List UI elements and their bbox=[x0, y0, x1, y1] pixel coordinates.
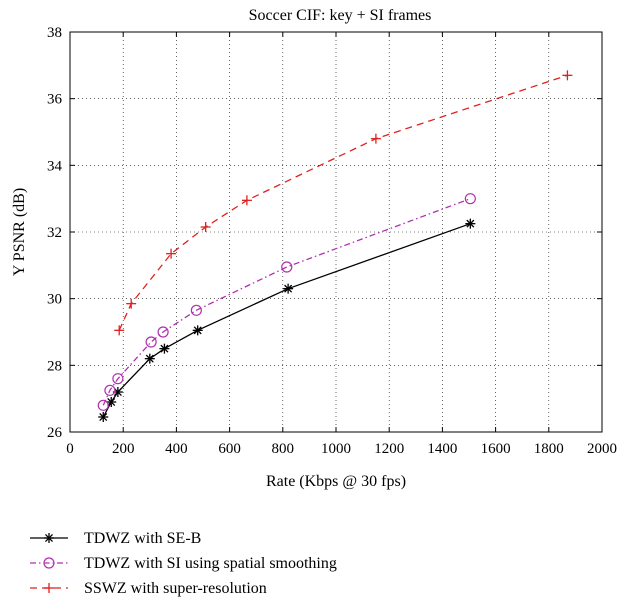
legend-label: TDWZ with SE-B bbox=[84, 530, 201, 547]
y-tick-label: 34 bbox=[47, 158, 63, 174]
data-point-asterisk bbox=[159, 343, 170, 354]
data-point-circle bbox=[104, 384, 116, 396]
series-1 bbox=[98, 218, 476, 422]
data-point-plus bbox=[126, 298, 137, 309]
data-point-circle bbox=[281, 261, 293, 273]
legend-item: TDWZ with SI using spatial smoothing bbox=[30, 555, 337, 572]
y-tick-label: 36 bbox=[47, 92, 63, 108]
series-line bbox=[102, 223, 471, 418]
series-3 bbox=[114, 70, 573, 336]
chart-title: Soccer CIF: key + SI frames bbox=[249, 7, 432, 24]
axis-ticks: 0 200 400 600 800 1000 1200 1400 1600 1800 2000 26 2… bbox=[47, 25, 617, 457]
legend-label: SSWZ with super-resolution bbox=[84, 580, 267, 597]
x-tick-label: 800 bbox=[272, 441, 295, 457]
y-tick-label: 38 bbox=[47, 25, 62, 41]
x-tick-label: 2000 bbox=[587, 441, 617, 457]
series-line bbox=[118, 74, 568, 331]
data-point-circle bbox=[190, 304, 202, 316]
data-point-asterisk bbox=[112, 387, 123, 397]
data-point-asterisk bbox=[192, 325, 203, 336]
series-group bbox=[97, 70, 573, 422]
y-tick-label: 32 bbox=[47, 225, 62, 241]
legend-label: TDWZ with SI using spatial smoothing bbox=[84, 555, 337, 572]
data-point-asterisk bbox=[44, 533, 54, 543]
data-point-plus bbox=[166, 248, 177, 259]
data-point-asterisk bbox=[98, 412, 109, 422]
x-tick-label: 1400 bbox=[427, 441, 457, 457]
data-point-asterisk bbox=[144, 353, 155, 364]
data-point-plus bbox=[114, 325, 125, 336]
data-point-asterisk bbox=[283, 283, 294, 294]
data-point-plus bbox=[241, 195, 252, 206]
y-tick-label: 28 bbox=[47, 358, 62, 374]
y-axis-label: Y PSNR (dB) bbox=[11, 188, 28, 276]
data-point-circle bbox=[112, 373, 124, 385]
x-tick-label: 600 bbox=[218, 441, 241, 457]
legend-item: SSWZ with super-resolution bbox=[30, 580, 267, 597]
x-tick-label: 1600 bbox=[481, 441, 511, 457]
data-point-plus bbox=[200, 222, 211, 232]
legend: TDWZ with SE-B TDWZ with SI using spatial… bbox=[30, 530, 337, 597]
grid bbox=[70, 32, 602, 432]
x-axis-label: Rate (Kbps @ 30 fps) bbox=[266, 473, 406, 490]
x-tick-label: 1800 bbox=[534, 441, 564, 457]
legend-item: TDWZ with SE-B bbox=[30, 530, 201, 547]
data-point-asterisk bbox=[465, 218, 476, 229]
data-point-circle bbox=[97, 399, 109, 411]
series-2 bbox=[97, 193, 476, 411]
y-tick-label: 26 bbox=[47, 425, 63, 441]
y-tick-label: 30 bbox=[47, 292, 62, 308]
data-point-plus bbox=[370, 133, 381, 144]
x-tick-label: 0 bbox=[66, 441, 74, 457]
series-line bbox=[102, 198, 471, 406]
x-tick-label: 200 bbox=[112, 441, 135, 457]
data-point-circle bbox=[157, 326, 169, 338]
x-tick-label: 400 bbox=[165, 441, 188, 457]
data-point-circle bbox=[145, 336, 157, 348]
data-point-asterisk bbox=[106, 397, 117, 407]
data-point-circle bbox=[43, 557, 55, 569]
x-tick-label: 1000 bbox=[321, 441, 351, 457]
x-tick-label: 1200 bbox=[374, 441, 404, 457]
data-point-plus bbox=[44, 583, 54, 593]
data-point-plus bbox=[562, 70, 573, 81]
data-point-circle bbox=[464, 193, 476, 205]
